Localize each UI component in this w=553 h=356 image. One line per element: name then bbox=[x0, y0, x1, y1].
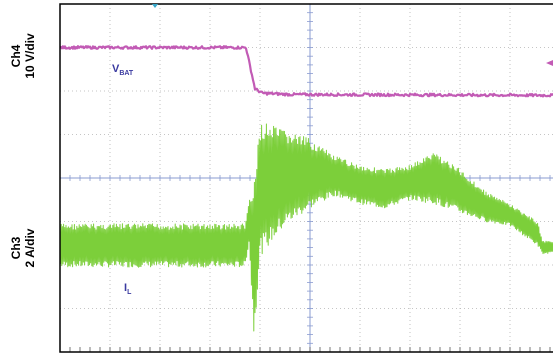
traces bbox=[59, 45, 553, 332]
il-trace-label: IL bbox=[124, 282, 132, 296]
trigger-arrow-icon bbox=[152, 4, 158, 8]
ch4-level-arrow-icon bbox=[546, 60, 553, 66]
il-trace bbox=[59, 123, 553, 332]
ch3-label-line2: 2 A/div bbox=[23, 228, 37, 267]
vbat-label-sub: BAT bbox=[119, 70, 134, 77]
vbat-label-main: V bbox=[112, 63, 120, 75]
ch3-label-line1: Ch3 bbox=[9, 236, 23, 259]
il-label-main: I bbox=[124, 282, 127, 294]
vbat-trace-label: VBAT bbox=[112, 63, 134, 77]
ch4-level-marker bbox=[546, 60, 553, 66]
grid bbox=[59, 3, 553, 353]
plot-frame bbox=[59, 3, 553, 353]
ch4-scale-label: Ch4 10 V/div bbox=[9, 33, 37, 79]
ch4-label-line1: Ch4 bbox=[9, 44, 23, 67]
ch3-scale-label: Ch3 2 A/div bbox=[9, 228, 37, 267]
trigger-marker bbox=[152, 4, 158, 8]
il-label-sub: L bbox=[127, 289, 132, 296]
vbat-trace bbox=[59, 45, 553, 98]
ch4-label-line2: 10 V/div bbox=[23, 33, 37, 79]
